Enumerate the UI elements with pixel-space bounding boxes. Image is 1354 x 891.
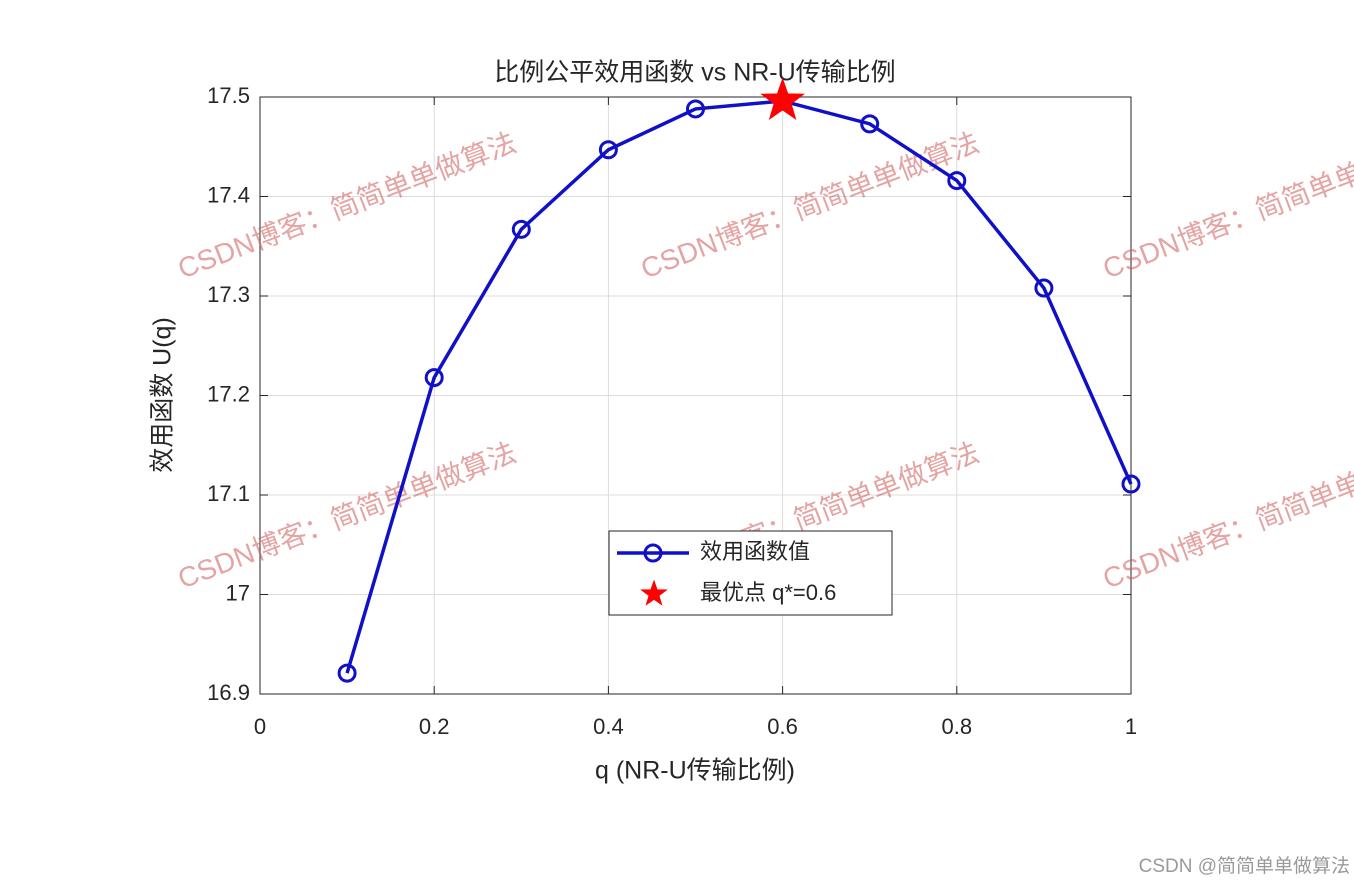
x-tick-label: 0 <box>254 714 266 739</box>
series-line <box>345 99 1133 674</box>
watermark: CSDN博客：简简单单做算法 <box>1099 127 1354 285</box>
axes-box <box>259 96 1132 695</box>
x-tick-label: 0.4 <box>593 714 624 739</box>
watermark: CSDN博客：简简单单做算法 <box>637 127 984 285</box>
star-marker <box>760 77 805 121</box>
y-tick-label: 17.3 <box>207 282 250 307</box>
y-axis-label: 效用函数 U(q) <box>149 317 177 473</box>
y-tick-label: 17.4 <box>207 182 250 207</box>
circle-marker <box>1034 278 1054 298</box>
circle-marker <box>686 99 705 119</box>
circle-marker <box>337 663 357 683</box>
circle-marker <box>1121 474 1141 494</box>
y-tick-label: 16.9 <box>207 680 250 705</box>
x-tick-label: 0.8 <box>942 714 973 739</box>
legend-label: 效用函数值 <box>700 539 810 564</box>
x-tick-label: 0.6 <box>767 714 798 739</box>
y-tick-label: 17 <box>226 580 250 605</box>
x-tick-label: 0.2 <box>419 714 450 739</box>
y-tick-label: 17.2 <box>207 381 250 406</box>
legend-marker <box>640 579 668 606</box>
footer-watermark: CSDN @简简单单做算法 <box>1139 855 1350 877</box>
chart-title: 比例公平效用函数 vs NR-U传输比例 <box>494 59 895 87</box>
x-axis-label: q (NR-U传输比例) <box>595 757 795 785</box>
circle-marker <box>947 171 967 191</box>
x-tick-label: 1 <box>1125 714 1137 739</box>
y-tick-label: 17.5 <box>207 83 250 108</box>
circle-marker <box>860 114 880 134</box>
legend-marker <box>643 543 663 563</box>
y-tick-label: 17.1 <box>207 481 250 506</box>
legend-label: 最优点 q*=0.6 <box>700 580 836 605</box>
circle-marker <box>511 219 531 239</box>
circle-marker <box>598 140 618 160</box>
circle-marker <box>424 368 444 388</box>
watermark: CSDN博客：简简单单做算法 <box>1099 437 1354 595</box>
watermark: CSDN博客：简简单单做算法 <box>174 437 521 595</box>
